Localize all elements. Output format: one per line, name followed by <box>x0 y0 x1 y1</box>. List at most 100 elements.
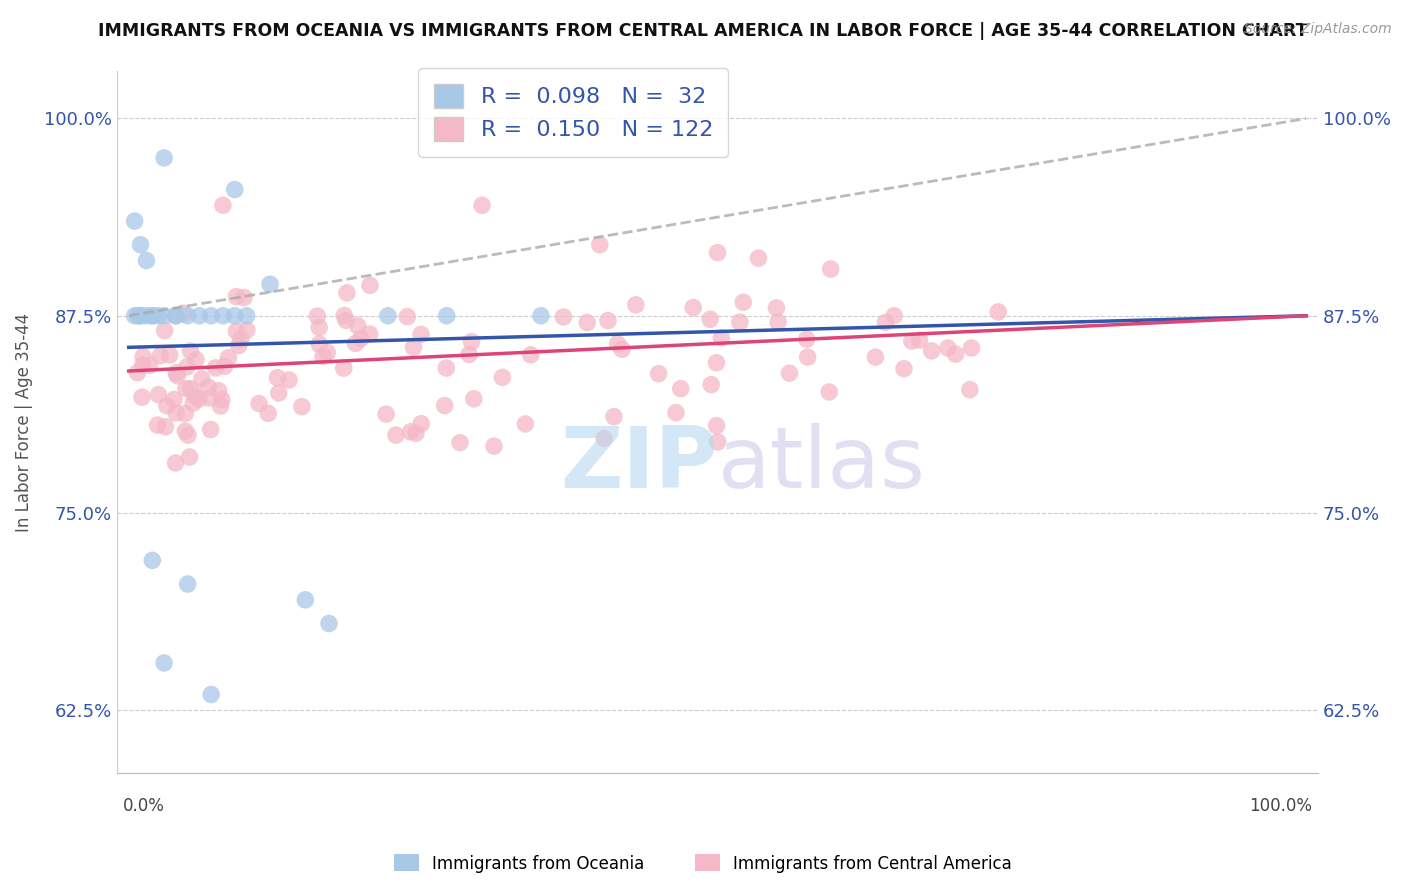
Point <box>766 315 789 329</box>
Point <box>141 309 163 323</box>
Point <box>960 341 983 355</box>
Point <box>153 324 176 338</box>
Point <box>308 320 330 334</box>
Point <box>184 352 207 367</box>
Point <box>921 343 943 358</box>
Point <box>174 424 197 438</box>
Point <box>945 347 967 361</box>
Point <box>233 291 256 305</box>
Point <box>131 390 153 404</box>
Point <box>610 343 633 357</box>
Point <box>449 435 471 450</box>
Text: atlas: atlas <box>717 423 925 506</box>
Point <box>433 399 456 413</box>
Point <box>959 383 981 397</box>
Point <box>359 278 381 293</box>
Point <box>197 380 219 394</box>
Point <box>179 450 201 464</box>
Point <box>132 350 155 364</box>
Point <box>278 373 301 387</box>
Point <box>209 399 232 413</box>
Point <box>266 370 288 384</box>
Point <box>146 418 169 433</box>
Point <box>733 295 755 310</box>
Point <box>647 367 669 381</box>
Point <box>236 323 259 337</box>
Point <box>519 348 541 362</box>
Point <box>779 366 801 380</box>
Point <box>460 334 482 349</box>
Point <box>530 309 553 323</box>
Point <box>184 389 207 403</box>
Point <box>411 417 433 431</box>
Point <box>436 309 458 323</box>
Point <box>308 337 330 351</box>
Point <box>198 391 221 405</box>
Point <box>148 388 170 402</box>
Point <box>294 592 316 607</box>
Point <box>165 456 187 470</box>
Point <box>131 358 153 372</box>
Point <box>200 309 222 323</box>
Point <box>458 347 481 361</box>
Point <box>377 309 399 323</box>
Point <box>176 577 198 591</box>
Text: Source: ZipAtlas.com: Source: ZipAtlas.com <box>1244 22 1392 37</box>
Point <box>129 309 152 323</box>
Point <box>247 396 270 410</box>
Point <box>207 384 229 398</box>
Point <box>124 214 146 228</box>
Point <box>710 331 733 345</box>
Point <box>257 406 280 420</box>
Point <box>482 439 505 453</box>
Point <box>409 327 432 342</box>
Point <box>375 407 398 421</box>
Point <box>165 406 187 420</box>
Point <box>159 348 181 362</box>
Point <box>166 368 188 383</box>
Point <box>217 351 239 365</box>
Point <box>176 359 198 374</box>
Point <box>491 370 513 384</box>
Point <box>901 334 924 348</box>
Point <box>747 251 769 265</box>
Point <box>765 301 787 315</box>
Point <box>908 333 931 347</box>
Point <box>405 426 427 441</box>
Point <box>987 305 1010 319</box>
Point <box>291 400 314 414</box>
Point <box>181 396 204 410</box>
Point <box>141 553 163 567</box>
Point <box>187 392 209 406</box>
Point <box>148 309 170 323</box>
Point <box>606 336 628 351</box>
Point <box>235 309 257 323</box>
Point <box>463 392 485 406</box>
Point <box>350 332 373 346</box>
Text: 0.0%: 0.0% <box>122 797 165 815</box>
Point <box>333 361 356 376</box>
Point <box>335 313 357 327</box>
Point <box>225 290 247 304</box>
Point <box>153 151 176 165</box>
Point <box>214 359 236 374</box>
Point <box>820 262 842 277</box>
Point <box>700 377 723 392</box>
Point <box>936 341 959 355</box>
Point <box>875 315 897 329</box>
Point <box>212 198 235 212</box>
Point <box>174 382 197 396</box>
Point <box>346 318 368 333</box>
Point <box>665 406 688 420</box>
Point <box>135 253 157 268</box>
Point <box>225 324 247 338</box>
Point <box>259 277 281 292</box>
Point <box>593 432 616 446</box>
Point <box>165 309 187 323</box>
Point <box>434 361 457 376</box>
Point <box>229 332 252 346</box>
Point <box>553 310 575 324</box>
Point <box>124 309 146 323</box>
Point <box>156 399 179 413</box>
Point <box>359 326 381 341</box>
